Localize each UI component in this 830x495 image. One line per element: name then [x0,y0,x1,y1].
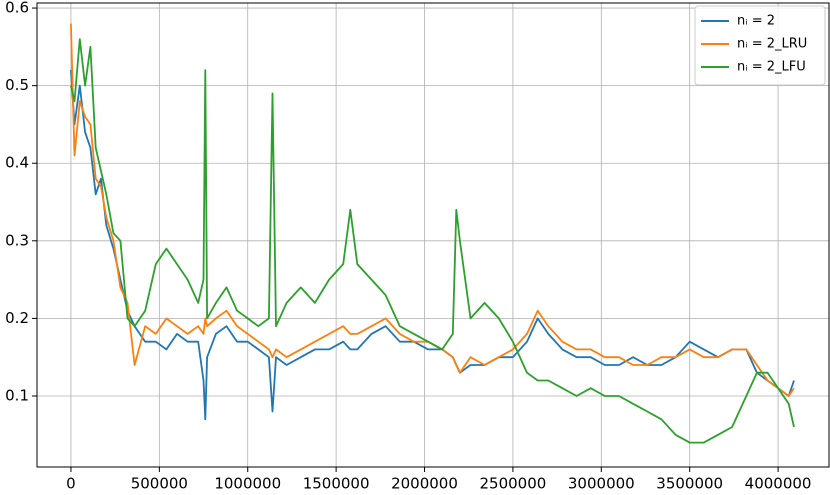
x-tick-label: 1500000 [303,475,370,493]
y-tick-label: 0.1 [5,387,29,405]
data-line [70,38,795,444]
data-line [70,23,795,397]
x-tick-label: 2000000 [391,475,458,493]
y-tick-label: 0.6 [5,0,29,17]
x-tick-label: 4000000 [745,475,812,493]
x-tick-label: 0 [66,475,76,493]
x-tick-label: 2500000 [480,475,547,493]
y-tick-label: 0.2 [5,309,29,327]
x-tick-label: 500000 [131,475,188,493]
legend-label: nᵢ = 2_LRU [737,37,807,52]
legend-label: nᵢ = 2_LFU [737,60,806,75]
x-tick-label: 3000000 [568,475,635,493]
x-tick-label: 3500000 [656,475,723,493]
x-tick-label: 1000000 [214,475,281,493]
plot-frame [36,2,830,468]
legend: nᵢ = 2 nᵢ = 2_LRU nᵢ = 2_LFU [694,5,826,86]
y-tick-label: 0.5 [5,76,29,94]
legend-box [694,5,826,86]
legend-label: nᵢ = 2 [737,14,775,29]
y-tick-label: 0.4 [5,154,29,172]
y-tick-label: 0.3 [5,231,29,249]
